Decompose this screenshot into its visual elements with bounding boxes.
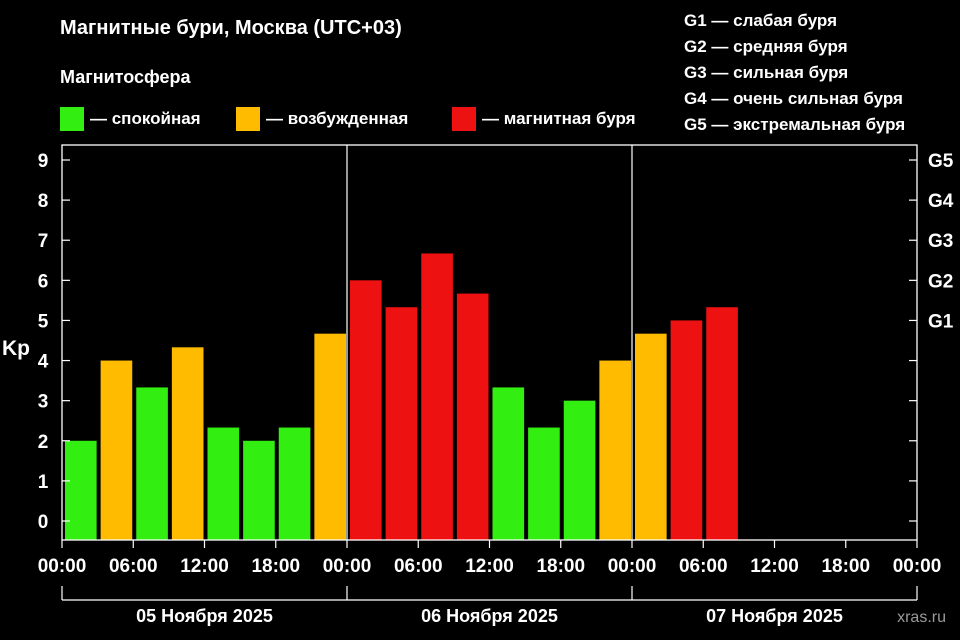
g-level-label: G2 (928, 271, 953, 292)
legend-label-quiet: — спокойная (90, 109, 201, 128)
legend-item-quiet: — спокойная (60, 106, 201, 132)
legend-title: Магнитосфера (60, 67, 191, 87)
kp-bar (706, 307, 738, 540)
kp-bar (492, 387, 525, 540)
legend-swatch-active (236, 107, 260, 131)
g-level-label: G4 (928, 191, 954, 212)
x-tick-label: 00:00 (323, 556, 372, 577)
y-tick-label: 9 (38, 151, 49, 172)
g-scale-item-g1: G1 — слабая буря (684, 11, 838, 30)
kp-bar (314, 333, 346, 540)
legend-item-active: — возбужденная (236, 106, 408, 132)
watermark: xras.ru (897, 609, 946, 626)
kp-bar (599, 360, 631, 540)
x-tick-label: 18:00 (821, 556, 870, 577)
kp-bar (100, 360, 133, 540)
x-tick-label: 12:00 (180, 556, 229, 577)
day-label: 07 Ноября 2025 (706, 606, 843, 626)
x-tick-label: 00:00 (38, 556, 87, 577)
kp-bar (171, 347, 204, 540)
legend-swatch-quiet (60, 107, 84, 131)
kp-bar (563, 400, 596, 540)
g-scale-item-g5: G5 — экстремальная буря (684, 115, 906, 134)
kp-bar (207, 427, 240, 540)
kp-bar (670, 320, 703, 540)
day-label: 05 Ноября 2025 (136, 606, 273, 626)
legend-label-active: — возбужденная (266, 109, 409, 128)
kp-bar (456, 293, 489, 540)
x-tick-label: 12:00 (750, 556, 799, 577)
kp-bar (385, 307, 418, 540)
g-scale-item-g3: G3 — сильная буря (684, 63, 849, 82)
kp-bar (243, 440, 275, 540)
g-scale-item-g2: G2 — средняя буря (684, 37, 848, 56)
y-axis-label: Kp (2, 337, 30, 360)
x-tick-label: 18:00 (536, 556, 585, 577)
x-tick-label: 06:00 (679, 556, 728, 577)
x-tick-label: 06:00 (394, 556, 443, 577)
x-tick-label: 12:00 (465, 556, 514, 577)
y-tick-label: 0 (38, 512, 49, 533)
kp-bar (136, 387, 168, 540)
kp-bar (421, 253, 453, 540)
y-tick-label: 2 (38, 432, 49, 453)
y-tick-label: 4 (38, 352, 49, 373)
legend-item-storm: — магнитная буря (452, 106, 636, 132)
g-scale-list: G1 — слабая буря G2 — средняя буря G3 — … (684, 8, 905, 138)
x-tick-label: 06:00 (109, 556, 158, 577)
kp-bar (350, 280, 382, 540)
kp-bar (278, 427, 311, 540)
legend-swatch-storm (452, 107, 476, 131)
x-tick-label: 00:00 (608, 556, 657, 577)
legend-label-storm: — магнитная буря (482, 109, 636, 128)
g-level-label: G1 (928, 311, 954, 332)
day-label: 06 Ноября 2025 (421, 606, 558, 626)
kp-bar (528, 427, 560, 540)
x-tick-label: 18:00 (251, 556, 300, 577)
kp-bar (635, 333, 667, 540)
g-scale-item-g4: G4 — очень сильная буря (684, 89, 903, 108)
y-tick-label: 8 (38, 191, 49, 212)
y-tick-label: 1 (38, 472, 49, 493)
chart-title: Магнитные бури, Москва (UTC+03) (60, 17, 402, 39)
y-tick-label: 6 (38, 271, 49, 292)
y-tick-label: 5 (38, 311, 49, 332)
g-level-label: G5 (928, 151, 954, 172)
g-level-label: G3 (928, 231, 953, 252)
x-tick-label: 00:00 (893, 556, 942, 577)
y-tick-label: 7 (38, 231, 49, 252)
kp-bar (65, 440, 97, 540)
y-tick-label: 3 (38, 392, 49, 413)
